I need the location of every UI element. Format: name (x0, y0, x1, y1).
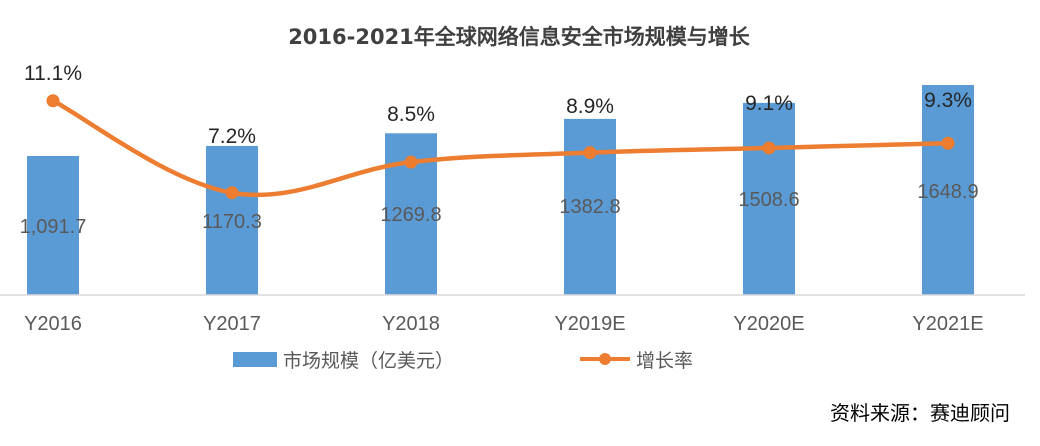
bar-y2021e (922, 85, 974, 295)
bar-value-label: 1508.6 (738, 189, 799, 211)
bar-value-label: 1170.3 (202, 211, 262, 233)
legend: 市场规模（亿美元） 增长率 (233, 350, 693, 372)
bar-y2017 (206, 145, 258, 295)
x-tick-label: Y2021E (912, 313, 983, 335)
legend-bar-swatch (233, 352, 277, 367)
rate-value-label: 9.1% (745, 92, 793, 115)
growth-rate-series (46, 94, 955, 200)
growth-rate-point-y2018 (404, 155, 418, 169)
rate-value-label: 8.9% (566, 95, 614, 118)
rate-value-label: 7.2% (208, 125, 256, 148)
bar-y2020e (743, 102, 795, 295)
x-tick-label: Y2018 (382, 313, 440, 335)
bar-y2016 (27, 155, 79, 295)
rate-value-label: 8.5% (387, 103, 435, 126)
bar-value-labels: 1,091.7 1170.3 1269.8 1382.8 1508.6 1648.9 (20, 181, 979, 238)
growth-rate-point-y2020e (762, 141, 776, 155)
x-tick-label: Y2019E (554, 313, 625, 335)
bar-value-label: 1648.9 (917, 181, 978, 203)
bar-value-label: 1,091.7 (20, 216, 87, 238)
growth-rate-point-y2019e (583, 146, 597, 160)
rate-value-label: 11.1% (24, 62, 82, 85)
bar-series (27, 85, 974, 296)
source-note: 资料来源：赛迪顾问 (830, 401, 1010, 425)
legend-line-label: 增长率 (636, 350, 693, 372)
growth-rate-point-y2017 (225, 186, 239, 200)
growth-rate-point-y2021e (941, 136, 955, 150)
rate-value-labels: 11.1% 7.2% 8.5% 8.9% 9.1% 9.3% (24, 62, 972, 148)
chart-title: 2016-2021年全球网络信息安全市场规模与增长 (288, 25, 751, 49)
x-tick-label: Y2017 (203, 313, 261, 335)
x-tick-label: Y2020E (733, 313, 804, 335)
legend-line-marker (599, 353, 611, 365)
growth-rate-point-y2016 (46, 94, 60, 108)
bar-value-label: 1382.8 (559, 196, 620, 218)
legend-bar-label: 市场规模（亿美元） (283, 350, 454, 372)
rate-value-label: 9.3% (924, 89, 972, 112)
x-tick-label: Y2016 (24, 313, 82, 335)
x-axis-tick-labels: Y2016 Y2017 Y2018 Y2019E Y2020E Y2021E (24, 313, 984, 335)
growth-rate-line (50, 98, 951, 198)
bar-value-label: 1269.8 (380, 204, 441, 226)
